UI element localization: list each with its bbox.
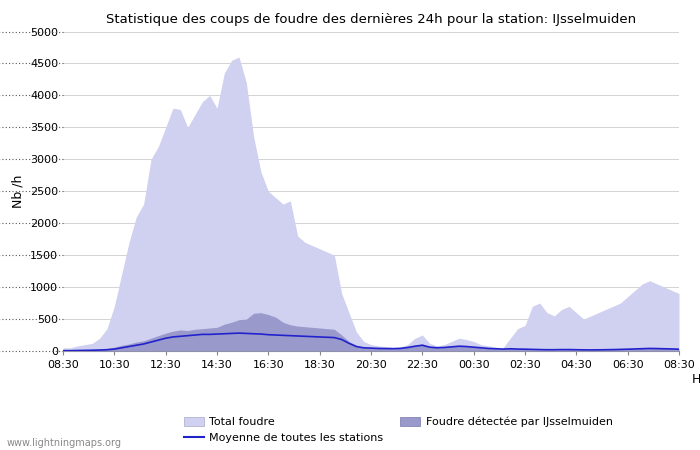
Title: Statistique des coups de foudre des dernières 24h pour la station: IJsselmuiden: Statistique des coups de foudre des dern… <box>106 13 636 26</box>
Text: www.lightningmaps.org: www.lightningmaps.org <box>7 438 122 448</box>
Y-axis label: Nb /h: Nb /h <box>11 175 25 208</box>
Text: Heure: Heure <box>692 374 700 387</box>
Legend: Total foudre, Moyenne de toutes les stations, Foudre détectée par IJsselmuiden: Total foudre, Moyenne de toutes les stat… <box>179 412 617 448</box>
